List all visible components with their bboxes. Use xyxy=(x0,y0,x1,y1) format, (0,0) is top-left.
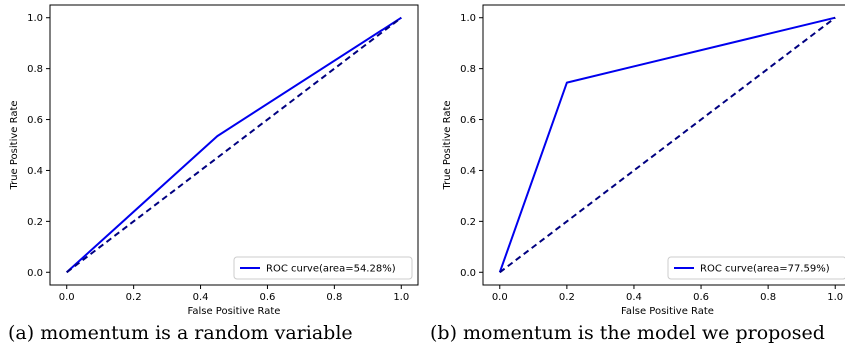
caption-b: (b) momentum is the model we proposed xyxy=(430,322,825,344)
x-axis-label: False Positive Rate xyxy=(621,306,714,317)
y-axis-label: True Positive Rate xyxy=(9,100,20,190)
axes-frame xyxy=(49,4,419,286)
roc-chart-a: 0.0 0.2 0.4 0.6 0.8 1.0 0.0 0.2 0.4 0.6 0.8 1.0 Fals… xyxy=(9,4,419,317)
roc-chart-b: 0.0 0.2 0.4 0.6 0.8 1.0 0.0 0.2 0.4 0.6 0.8 1.0 Fals… xyxy=(442,4,845,317)
legend-entry: ROC curve(area=54.28%) xyxy=(266,264,396,275)
x-tick-label: 0.2 xyxy=(126,292,142,303)
x-tick-label: 0.0 xyxy=(59,292,75,303)
x-tick-label: 0.8 xyxy=(326,292,342,303)
y-tick-label: 0.6 xyxy=(460,115,476,126)
x-axis-label: False Positive Rate xyxy=(188,306,281,317)
y-tick-label: 0.2 xyxy=(460,217,476,228)
x-tick-label: 1.0 xyxy=(827,292,843,303)
legend: ROC curve(area=54.28%) xyxy=(233,256,413,280)
y-tick-label: 0.0 xyxy=(27,268,43,279)
x-tick-label: 0.8 xyxy=(760,292,776,303)
x-tick-label: 0.0 xyxy=(492,292,508,303)
axes-frame xyxy=(482,4,845,286)
x-tick-label: 0.6 xyxy=(260,292,276,303)
y-tick-label: 1.0 xyxy=(460,13,476,24)
x-tick-label: 0.2 xyxy=(559,292,575,303)
y-tick-label: 1.0 xyxy=(27,13,43,24)
legend-box xyxy=(233,256,413,280)
diagonal-reference-line xyxy=(499,16,836,274)
y-tick-label: 0.8 xyxy=(27,64,43,75)
caption-a: (a) momentum is a random variable xyxy=(8,322,353,344)
y-tick-label: 0.0 xyxy=(460,268,476,279)
y-tick-label: 0.8 xyxy=(460,64,476,75)
diagonal-reference-line xyxy=(66,16,402,274)
figure: 0.0 0.2 0.4 0.6 0.8 1.0 0.0 0.2 0.4 0.6 0.8 1.0 Fals… xyxy=(9,4,845,317)
y-tick-label: 0.2 xyxy=(27,217,43,228)
y-tick-label: 0.6 xyxy=(27,115,43,126)
x-tick-label: 1.0 xyxy=(393,292,409,303)
y-tick-label: 0.4 xyxy=(460,166,476,177)
legend: ROC curve(area=77.59%) xyxy=(667,256,845,280)
legend-box xyxy=(667,256,845,280)
y-axis-label: True Positive Rate xyxy=(442,100,453,190)
roc-curve-line xyxy=(498,16,836,273)
x-tick-label: 0.4 xyxy=(626,292,642,303)
y-tick-label: 0.4 xyxy=(27,166,43,177)
x-tick-label: 0.6 xyxy=(693,292,709,303)
roc-curve-line xyxy=(66,16,402,274)
legend-entry: ROC curve(area=77.59%) xyxy=(700,264,830,275)
x-tick-label: 0.4 xyxy=(193,292,209,303)
